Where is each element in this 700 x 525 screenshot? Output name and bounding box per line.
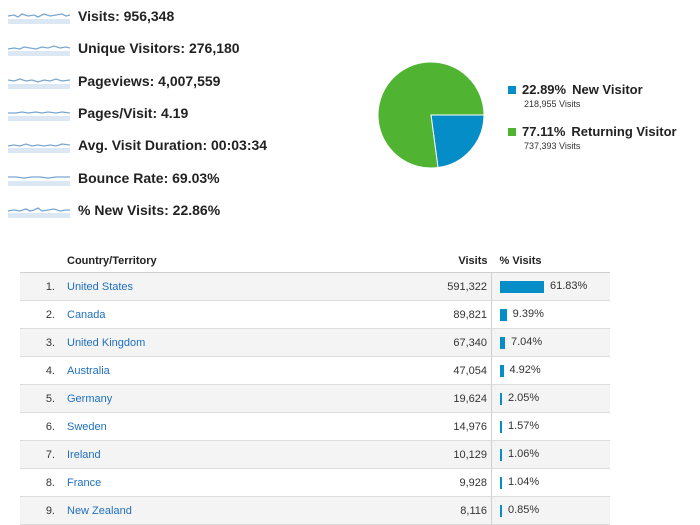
percent-bar (500, 308, 507, 321)
header-country[interactable]: Country/Territory (61, 250, 358, 273)
percent-bar (500, 280, 544, 293)
legend-label: Returning Visitor (571, 124, 677, 139)
visits-value: 591,322 (358, 272, 492, 301)
metric-label: Bounce Rate: 69.03% (78, 169, 220, 186)
metrics-list: Visits: 956,348 Unique Visitors: 276,180… (8, 0, 267, 226)
table-row[interactable]: 3. United Kingdom 67,340 7.04% (20, 328, 610, 357)
percent-value: 0.85% (508, 504, 540, 517)
metric-label: Avg. Visit Duration: 00:03:34 (78, 137, 268, 154)
pie-slice-new-visitor[interactable] (430, 114, 484, 168)
metric-unique-visitors[interactable]: Unique Visitors: 276,180 (8, 32, 267, 64)
sparkline-icon (8, 45, 70, 57)
sparkline-icon (8, 13, 70, 25)
table-row[interactable]: 7. Ireland 10,129 1.06% (20, 440, 610, 469)
visits-value: 9,928 (358, 468, 492, 497)
metric-bounce-rate[interactable]: Bounce Rate: 69.03% (8, 161, 267, 193)
table-row[interactable]: 2. Canada 89,821 9.39% (20, 300, 610, 329)
percent-value: 4.92% (509, 364, 541, 377)
legend-swatch-new (508, 85, 516, 94)
percent-value: 1.57% (508, 420, 540, 433)
metric-label: Unique Visitors: 276,180 (78, 40, 240, 57)
legend-percent: 22.89% (522, 82, 567, 97)
visits-value: 47,054 (358, 356, 492, 385)
percent-bar (500, 336, 505, 349)
metric-pageviews[interactable]: Pageviews: 4,007,559 (8, 65, 267, 97)
metric-label: % New Visits: 22.86% (78, 201, 221, 218)
row-rank: 1. (20, 272, 61, 301)
visits-value: 8,116 (358, 496, 492, 525)
visits-value: 10,129 (358, 440, 492, 469)
row-rank: 6. (20, 412, 61, 441)
metric-label: Visits: 956,348 (78, 8, 175, 25)
sparkline-icon (8, 175, 70, 186)
sparkline-icon (8, 111, 70, 122)
country-table: Country/Territory Visits % Visits 1. Unit… (20, 250, 610, 525)
country-link[interactable]: Australia (67, 364, 110, 377)
table-row[interactable]: 4. Australia 47,054 4.92% (20, 356, 610, 385)
country-link[interactable]: New Zealand (67, 504, 132, 517)
percent-value: 2.05% (508, 392, 540, 405)
legend-count: 737,393 Visits (524, 141, 581, 151)
metric-label: Pageviews: 4,007,559 (78, 72, 221, 89)
percent-value: 1.04% (508, 476, 540, 489)
percent-value: 9.39% (512, 308, 544, 321)
percent-bar (500, 504, 502, 517)
row-rank: 7. (20, 440, 61, 469)
table-row[interactable]: 9. New Zealand 8,116 0.85% (20, 496, 610, 525)
header-pct-visits[interactable]: % Visits (491, 250, 610, 273)
visits-value: 19,624 (358, 384, 492, 413)
row-rank: 8. (20, 468, 61, 497)
visits-value: 89,821 (358, 300, 492, 329)
percent-bar (500, 364, 504, 377)
metric-new-visits[interactable]: % New Visits: 22.86% (8, 194, 267, 226)
legend-count: 218,955 Visits (524, 99, 581, 109)
row-rank: 4. (20, 356, 61, 385)
metric-visits[interactable]: Visits: 956,348 (8, 0, 267, 32)
percent-value: 1.06% (508, 448, 540, 461)
metric-pages-per-visit[interactable]: Pages/Visit: 4.19 (8, 97, 267, 129)
country-link[interactable]: Sweden (67, 420, 107, 433)
row-rank: 2. (20, 300, 61, 329)
country-link[interactable]: Ireland (67, 448, 101, 461)
sparkline-icon (8, 207, 70, 218)
table-row[interactable]: 6. Sweden 14,976 1.57% (20, 412, 610, 441)
percent-bar (500, 476, 502, 489)
row-rank: 9. (20, 496, 61, 525)
visitor-type-pie-chart[interactable] (378, 62, 484, 168)
percent-bar (500, 448, 502, 461)
table-header: Country/Territory Visits % Visits (20, 250, 610, 273)
header-visits[interactable]: Visits (358, 250, 492, 273)
metric-label: Pages/Visit: 4.19 (78, 105, 189, 122)
row-rank: 5. (20, 384, 61, 413)
pie-slice-returning-visitor[interactable] (378, 62, 484, 168)
visits-value: 14,976 (358, 412, 492, 441)
legend-swatch-returning (508, 127, 516, 136)
legend-percent: 77.11% (522, 124, 566, 139)
country-link[interactable]: Canada (67, 308, 106, 321)
table-row[interactable]: 8. France 9,928 1.04% (20, 468, 610, 497)
legend-new-visitor[interactable]: 22.89% New Visitor 218,955 Visits (508, 82, 643, 109)
country-link[interactable]: France (67, 476, 102, 489)
table-row[interactable]: 1. United States 591,322 61.83% (20, 272, 610, 301)
table-row[interactable]: 5. Germany 19,624 2.05% (20, 384, 610, 413)
country-link[interactable]: United States (67, 280, 134, 293)
percent-bar (500, 420, 502, 433)
metric-avg-visit-duration[interactable]: Avg. Visit Duration: 00:03:34 (8, 129, 267, 161)
country-link[interactable]: United Kingdom (67, 336, 146, 349)
percent-value: 7.04% (511, 336, 543, 349)
legend-label: New Visitor (572, 82, 643, 97)
sparkline-icon (8, 143, 70, 154)
visits-value: 67,340 (358, 328, 492, 357)
country-link[interactable]: Germany (67, 392, 113, 405)
sparkline-icon (8, 78, 70, 89)
row-rank: 3. (20, 328, 61, 357)
legend-returning-visitor[interactable]: 77.11% Returning Visitor 737,393 Visits (508, 124, 677, 151)
percent-value: 61.83% (550, 280, 588, 293)
percent-bar (500, 392, 502, 405)
